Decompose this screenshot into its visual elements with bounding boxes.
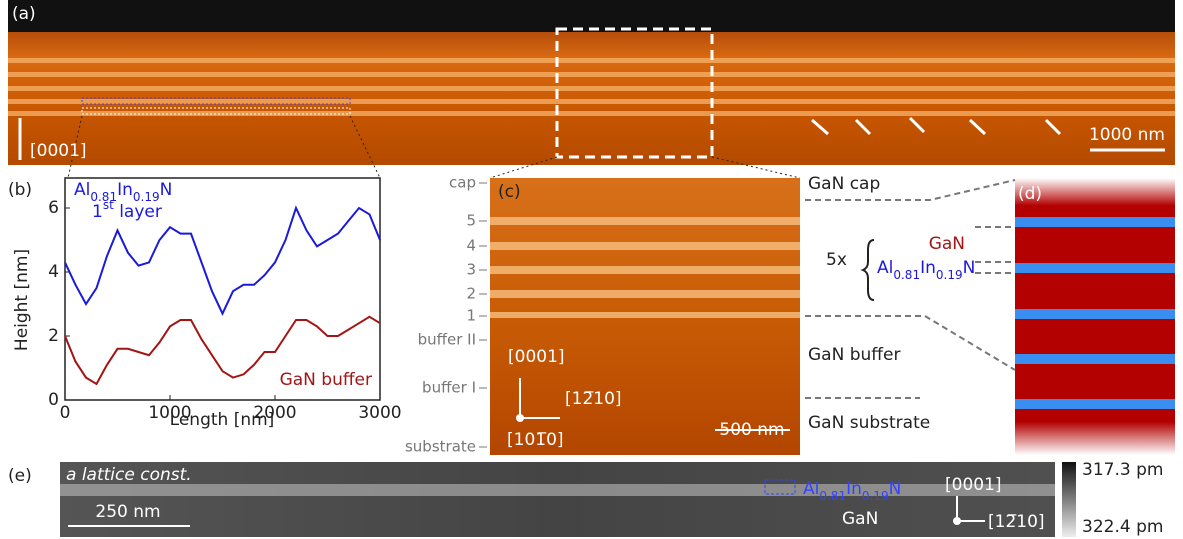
barrier-band	[60, 484, 1055, 496]
direction-label: [0001]	[30, 141, 87, 161]
repeat-label: 5x	[826, 250, 847, 270]
layer-label: GaN buffer	[808, 345, 900, 365]
x-tick-label: 3000	[358, 403, 401, 423]
panel-label: (c)	[498, 182, 521, 202]
layer-label: GaN	[929, 234, 965, 254]
axis-dot	[953, 517, 961, 525]
text-part: 0.81	[819, 489, 846, 503]
text-part: layer	[114, 202, 162, 222]
direction-label: [12̅10]	[565, 389, 622, 409]
direction-label: [0001]	[945, 475, 1002, 495]
text-part: Al	[803, 479, 819, 499]
layer-label: GaN cap	[808, 174, 880, 194]
text-part: In	[846, 479, 862, 499]
layer-label: 4	[466, 237, 476, 255]
axis-dot	[516, 414, 524, 422]
colorbar-label: 317.3 pm	[1082, 460, 1163, 480]
layer-label: 3	[466, 261, 476, 279]
text-part: N	[160, 180, 173, 200]
x-tick-label: 0	[60, 403, 71, 423]
text-part: 1	[92, 202, 103, 222]
layer-label: 2	[466, 285, 476, 303]
scale-label: 250 nm	[95, 502, 160, 522]
text-part: 0.81	[893, 268, 920, 282]
direction-label: [0001]	[508, 347, 565, 367]
panel-label: (e)	[8, 466, 32, 486]
panel-label: (d)	[1018, 184, 1042, 204]
line-series	[65, 208, 380, 314]
layer-label: GaN substrate	[808, 413, 930, 433]
layer-formula: Al0.81In0.19N	[877, 258, 975, 282]
text-part: Al	[877, 258, 893, 278]
layer-label: GaN	[842, 509, 878, 529]
scale-label: 1000 nm	[1089, 125, 1165, 145]
direction-label: [101̅0]	[507, 430, 564, 450]
image-edge	[8, 0, 1175, 32]
annotation-layer: 1st layer	[92, 198, 162, 223]
text-part: N	[889, 479, 902, 499]
layer-label: 5	[466, 212, 476, 230]
text-part: Al	[74, 180, 90, 200]
layer-label: buffer I	[422, 379, 476, 397]
text-part: 0.19	[862, 489, 889, 503]
text-part: 0.19	[936, 268, 963, 282]
layer-label: cap	[449, 174, 476, 192]
brace	[863, 240, 874, 300]
scale-label: 500 nm	[719, 420, 784, 440]
map-title: a lattice const.	[66, 465, 192, 485]
text-part: st	[103, 198, 114, 212]
layer-label: buffer II	[418, 331, 476, 349]
dashed-guides	[805, 180, 1015, 398]
panel-label: (a)	[12, 4, 36, 24]
x-tick-label: 2000	[253, 403, 296, 423]
y-tick-label: 6	[48, 198, 59, 218]
text-part: N	[963, 258, 976, 278]
colorbar	[1062, 462, 1076, 537]
x-tick-label: 1000	[148, 403, 191, 423]
colorbar-label: 322.4 pm	[1082, 517, 1163, 537]
layer-label: 1	[466, 307, 476, 325]
panel-label: (b)	[8, 180, 32, 200]
text-part: In	[117, 180, 133, 200]
layer-label: substrate	[405, 438, 476, 456]
y-tick-label: 2	[48, 326, 59, 346]
lattice-map	[60, 462, 1055, 537]
y-axis-label: Height [nm]	[12, 249, 32, 351]
direction-label: [12̅10]	[988, 512, 1045, 532]
annotation-formula: Al0.81In0.19N	[74, 180, 172, 204]
y-tick-label: 0	[48, 390, 59, 410]
text-part: In	[920, 258, 936, 278]
y-tick-label: 4	[48, 262, 59, 282]
figure: (a) [0001] 1000 nm (b) Length [nm] Heigh…	[0, 0, 1183, 539]
series-label: GaN buffer	[280, 370, 372, 390]
